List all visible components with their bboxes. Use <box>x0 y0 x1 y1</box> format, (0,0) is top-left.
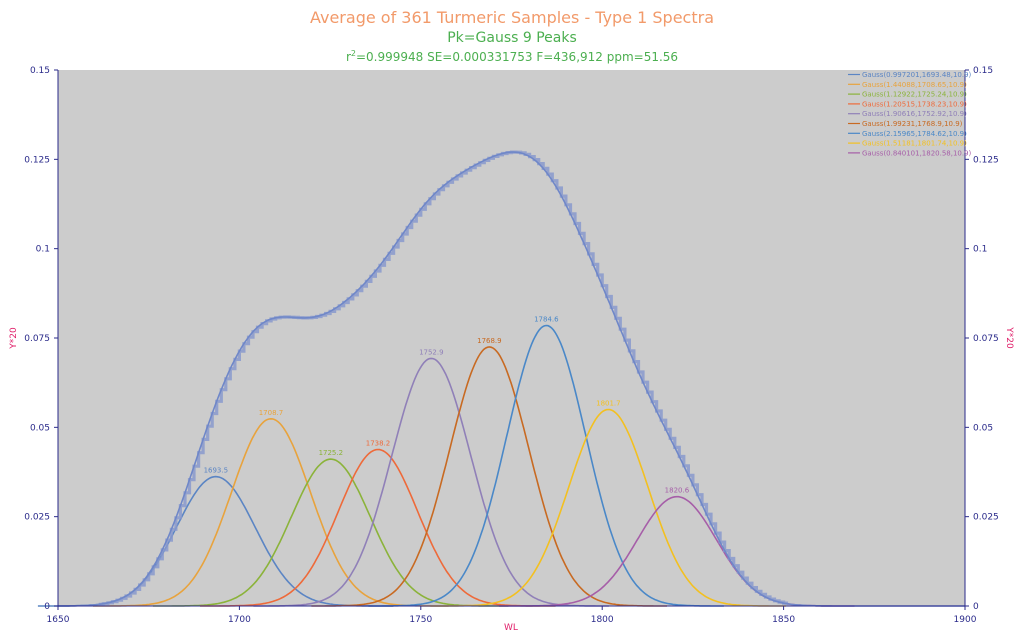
legend-entry-2: Gauss(1.44088,1708.65,10.9) <box>862 81 967 89</box>
y-tick-label-left-0: 0 <box>44 602 50 612</box>
peak-curve-5 <box>253 357 609 607</box>
y-tick-label-left-1: 0.025 <box>24 513 50 523</box>
peak-curve-8 <box>430 408 786 607</box>
peak-label-3: 1725.2 <box>319 449 344 457</box>
peak-label-9: 1820.6 <box>665 487 690 495</box>
y-tick-label-left-5: 0.125 <box>24 155 50 165</box>
peak-label-4: 1738.2 <box>366 439 391 447</box>
legend-entry-7: Gauss(2.15965,1784.62,10.9) <box>862 130 967 138</box>
data-series <box>98 150 789 606</box>
peak-label-7: 1784.6 <box>534 315 559 323</box>
peak-curve-7 <box>368 324 724 607</box>
y-tick-label-right-1: 0.025 <box>973 513 999 523</box>
peak-curve-2 <box>93 417 449 607</box>
y-tick-label-left-6: 0.15 <box>30 66 50 76</box>
x-tick-label-1: 1700 <box>228 615 251 625</box>
x-axis-label: WL <box>504 623 518 633</box>
legend-entry-1: Gauss(0.997201,1693.48,10.9) <box>862 71 972 79</box>
legend-entry-8: Gauss(1.51181,1801.74,10.9) <box>862 140 967 148</box>
legend-entry-4: Gauss(1.20515,1738.23,10.9) <box>862 100 967 108</box>
y-tick-label-right-2: 0.05 <box>973 423 993 433</box>
peak-curve-3 <box>152 458 509 607</box>
y-tick-label-right-5: 0.125 <box>973 155 999 165</box>
fit-stats-rest: SE=0.000331753 F=436,912 ppm=51.56 <box>423 50 679 64</box>
x-tick-label-2: 1750 <box>409 615 432 625</box>
r2-label: r <box>345 50 351 64</box>
y-tick-label-left-4: 0.1 <box>36 245 50 255</box>
fit-statistics: r2=0.999948 SE=0.000331753 F=436,912 ppm… <box>0 49 1024 64</box>
y-tick-label-left-3: 0.075 <box>24 334 50 344</box>
x-tick-label-5: 1900 <box>954 615 977 625</box>
x-tick-label-4: 1850 <box>772 615 795 625</box>
legend-entry-9: Gauss(0.840101,1820.58,10.9) <box>862 149 972 157</box>
peak-label-1: 1693.5 <box>204 467 229 475</box>
chart-title: Average of 361 Turmeric Samples - Type 1… <box>309 8 715 27</box>
legend-entry-6: Gauss(1.99231,1768.9,10.9) <box>862 120 963 128</box>
peak-label-8: 1801.7 <box>596 399 621 407</box>
plot-area <box>58 70 965 606</box>
y-tick-label-right-6: 0.15 <box>973 66 993 76</box>
peak-label-2: 1708.7 <box>259 409 284 417</box>
chart-subtitle: Pk=Gauss 9 Peaks <box>447 30 577 46</box>
peak-curve-6 <box>311 346 667 607</box>
r2-exponent: 2 <box>350 49 356 58</box>
y-axis-label-left: Y*20 <box>9 327 19 350</box>
legend-entry-5: Gauss(1.90616,1752.92,10.9) <box>862 110 967 118</box>
y-tick-label-right-3: 0.075 <box>973 334 999 344</box>
y-tick-label-right-4: 0.1 <box>973 245 987 255</box>
x-tick-label-3: 1800 <box>591 615 614 625</box>
x-tick-label-0: 1650 <box>47 615 70 625</box>
r2-value: =0.999948 <box>355 50 424 64</box>
peak-curve-4 <box>200 448 556 607</box>
peak-label-5: 1752.9 <box>419 348 444 356</box>
y-axis-label-right: Y*20 <box>1004 326 1014 349</box>
legend-entry-3: Gauss(1.12922,1725.24,10.9) <box>862 91 967 99</box>
y-tick-label-right-0: 0 <box>973 602 979 612</box>
peak-label-6: 1768.9 <box>477 337 502 345</box>
y-tick-label-left-2: 0.05 <box>30 423 50 433</box>
